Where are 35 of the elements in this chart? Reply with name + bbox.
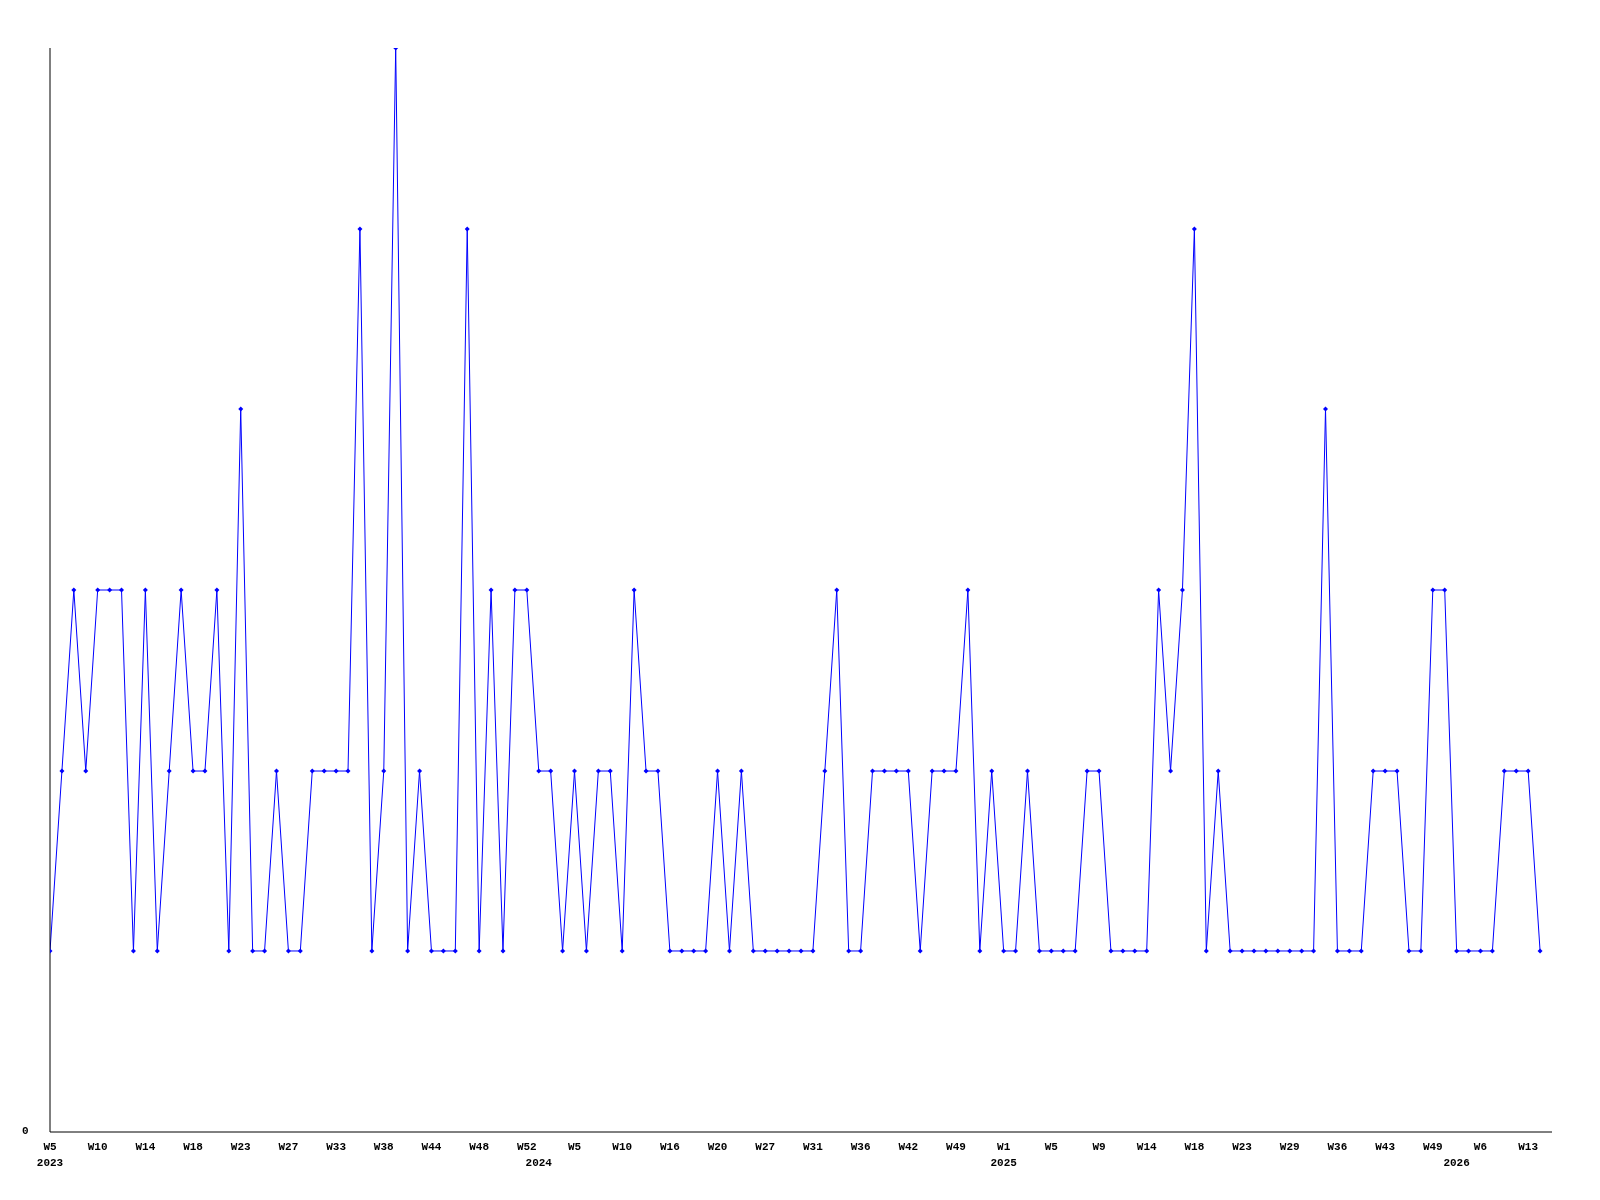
x-tick-label: W42 [898,1141,919,1153]
x-tick-label: W18 [183,1141,204,1153]
x-tick-label: W10 [87,1141,108,1153]
x-tick-label: W5 [567,1141,582,1153]
x-tick-label: W6 [1473,1141,1488,1153]
x-tick-label: W18 [1184,1141,1205,1153]
x-tick-label: 2026 [1443,1157,1470,1169]
x-tick-label: W29 [1279,1141,1300,1153]
x-tick-label: 2024 [525,1157,553,1169]
x-tick-label: W27 [278,1141,299,1153]
text: 0 [22,1125,29,1137]
x-tick-label: W14 [135,1141,156,1153]
x-tick-label: W52 [516,1141,537,1153]
x-tick-label: W23 [230,1141,252,1153]
x-tick-label: W23 [1232,1141,1253,1153]
x-tick-label: W48 [469,1141,490,1153]
x-tick-label: W38 [373,1141,395,1153]
x-tick-label: W5 2023 [36,1141,64,1169]
x-tick-label: W14 [1136,1141,1157,1153]
x-tick-label: W13 [1518,1141,1539,1153]
x-tick-label: W49 [946,1141,966,1153]
x-tick-label: W1 2025 [990,1141,1018,1169]
x-tick-label: W36 [1327,1141,1348,1153]
x-tick-label: W49 [1422,1141,1443,1153]
x-tick-label: W36 [850,1141,871,1153]
x-tick-label: W16 [659,1141,680,1153]
x-tick-label: W10 [612,1141,633,1153]
x-tick-label: W33 [326,1141,347,1153]
x-tick-label: W43 [1375,1141,1396,1153]
x-tick-label: W20 [707,1141,728,1153]
x-tick-label: W9 [1092,1141,1106,1153]
x-tick-label: W27 [755,1141,776,1153]
x-tick-label: W44 [421,1141,442,1153]
x-tick-label: W5 [1044,1141,1059,1153]
x-tick-label: W31 [803,1141,824,1153]
